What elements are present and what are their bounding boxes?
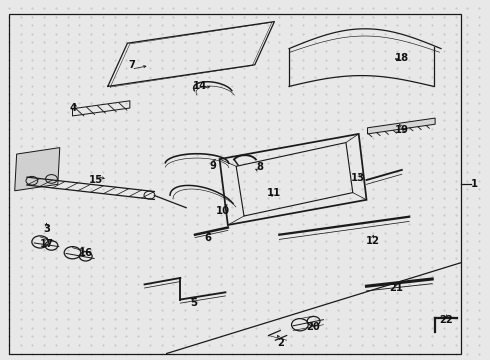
Text: 7: 7 (128, 60, 135, 70)
Text: 10: 10 (216, 206, 230, 216)
Polygon shape (368, 118, 435, 134)
Text: 5: 5 (190, 298, 197, 308)
Text: 4: 4 (70, 103, 77, 113)
Text: 11: 11 (267, 188, 282, 198)
Text: 21: 21 (389, 283, 403, 293)
Text: 1: 1 (471, 179, 478, 189)
Text: 13: 13 (351, 173, 365, 183)
Text: 2: 2 (277, 338, 284, 348)
Text: 18: 18 (395, 53, 409, 63)
Text: 17: 17 (40, 239, 53, 249)
Text: 22: 22 (439, 315, 453, 325)
Text: 20: 20 (307, 322, 320, 332)
Text: 14: 14 (193, 81, 207, 91)
Text: 16: 16 (79, 248, 93, 258)
Text: 6: 6 (205, 233, 212, 243)
Polygon shape (15, 148, 60, 191)
Text: 3: 3 (43, 224, 50, 234)
Text: 8: 8 (256, 162, 263, 172)
Text: 19: 19 (395, 125, 409, 135)
Text: 12: 12 (366, 236, 379, 246)
Text: 15: 15 (89, 175, 102, 185)
Text: 9: 9 (210, 161, 217, 171)
